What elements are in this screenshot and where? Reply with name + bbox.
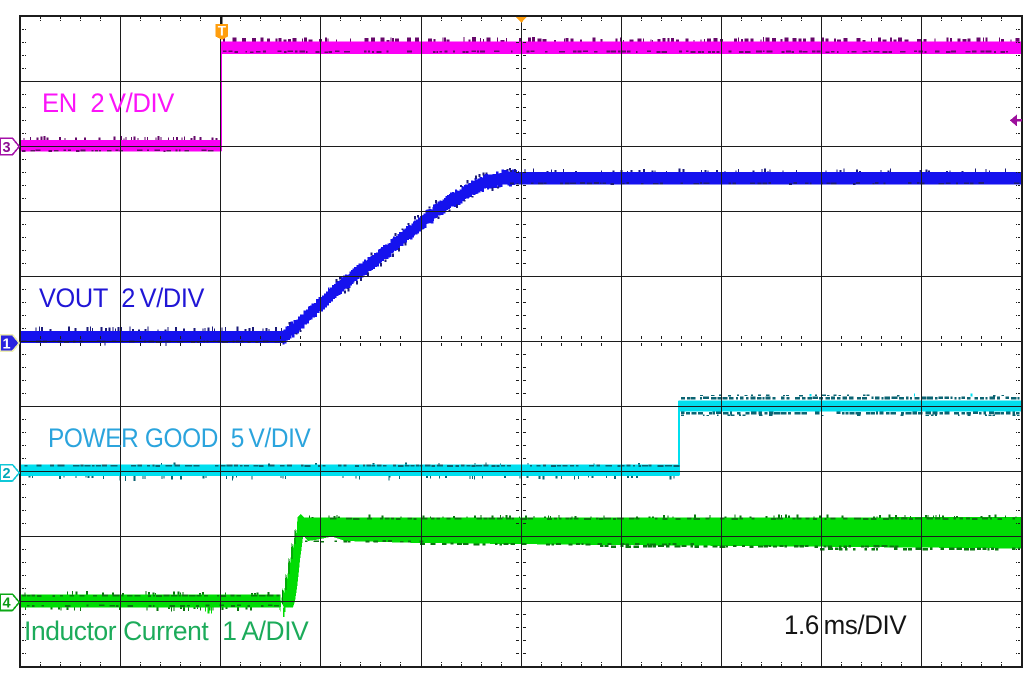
svg-text:4: 4 [2,596,10,612]
svg-text:2: 2 [2,466,10,482]
svg-text:T: T [218,24,227,39]
svg-text:1: 1 [2,336,10,352]
svg-text:3: 3 [2,140,10,156]
